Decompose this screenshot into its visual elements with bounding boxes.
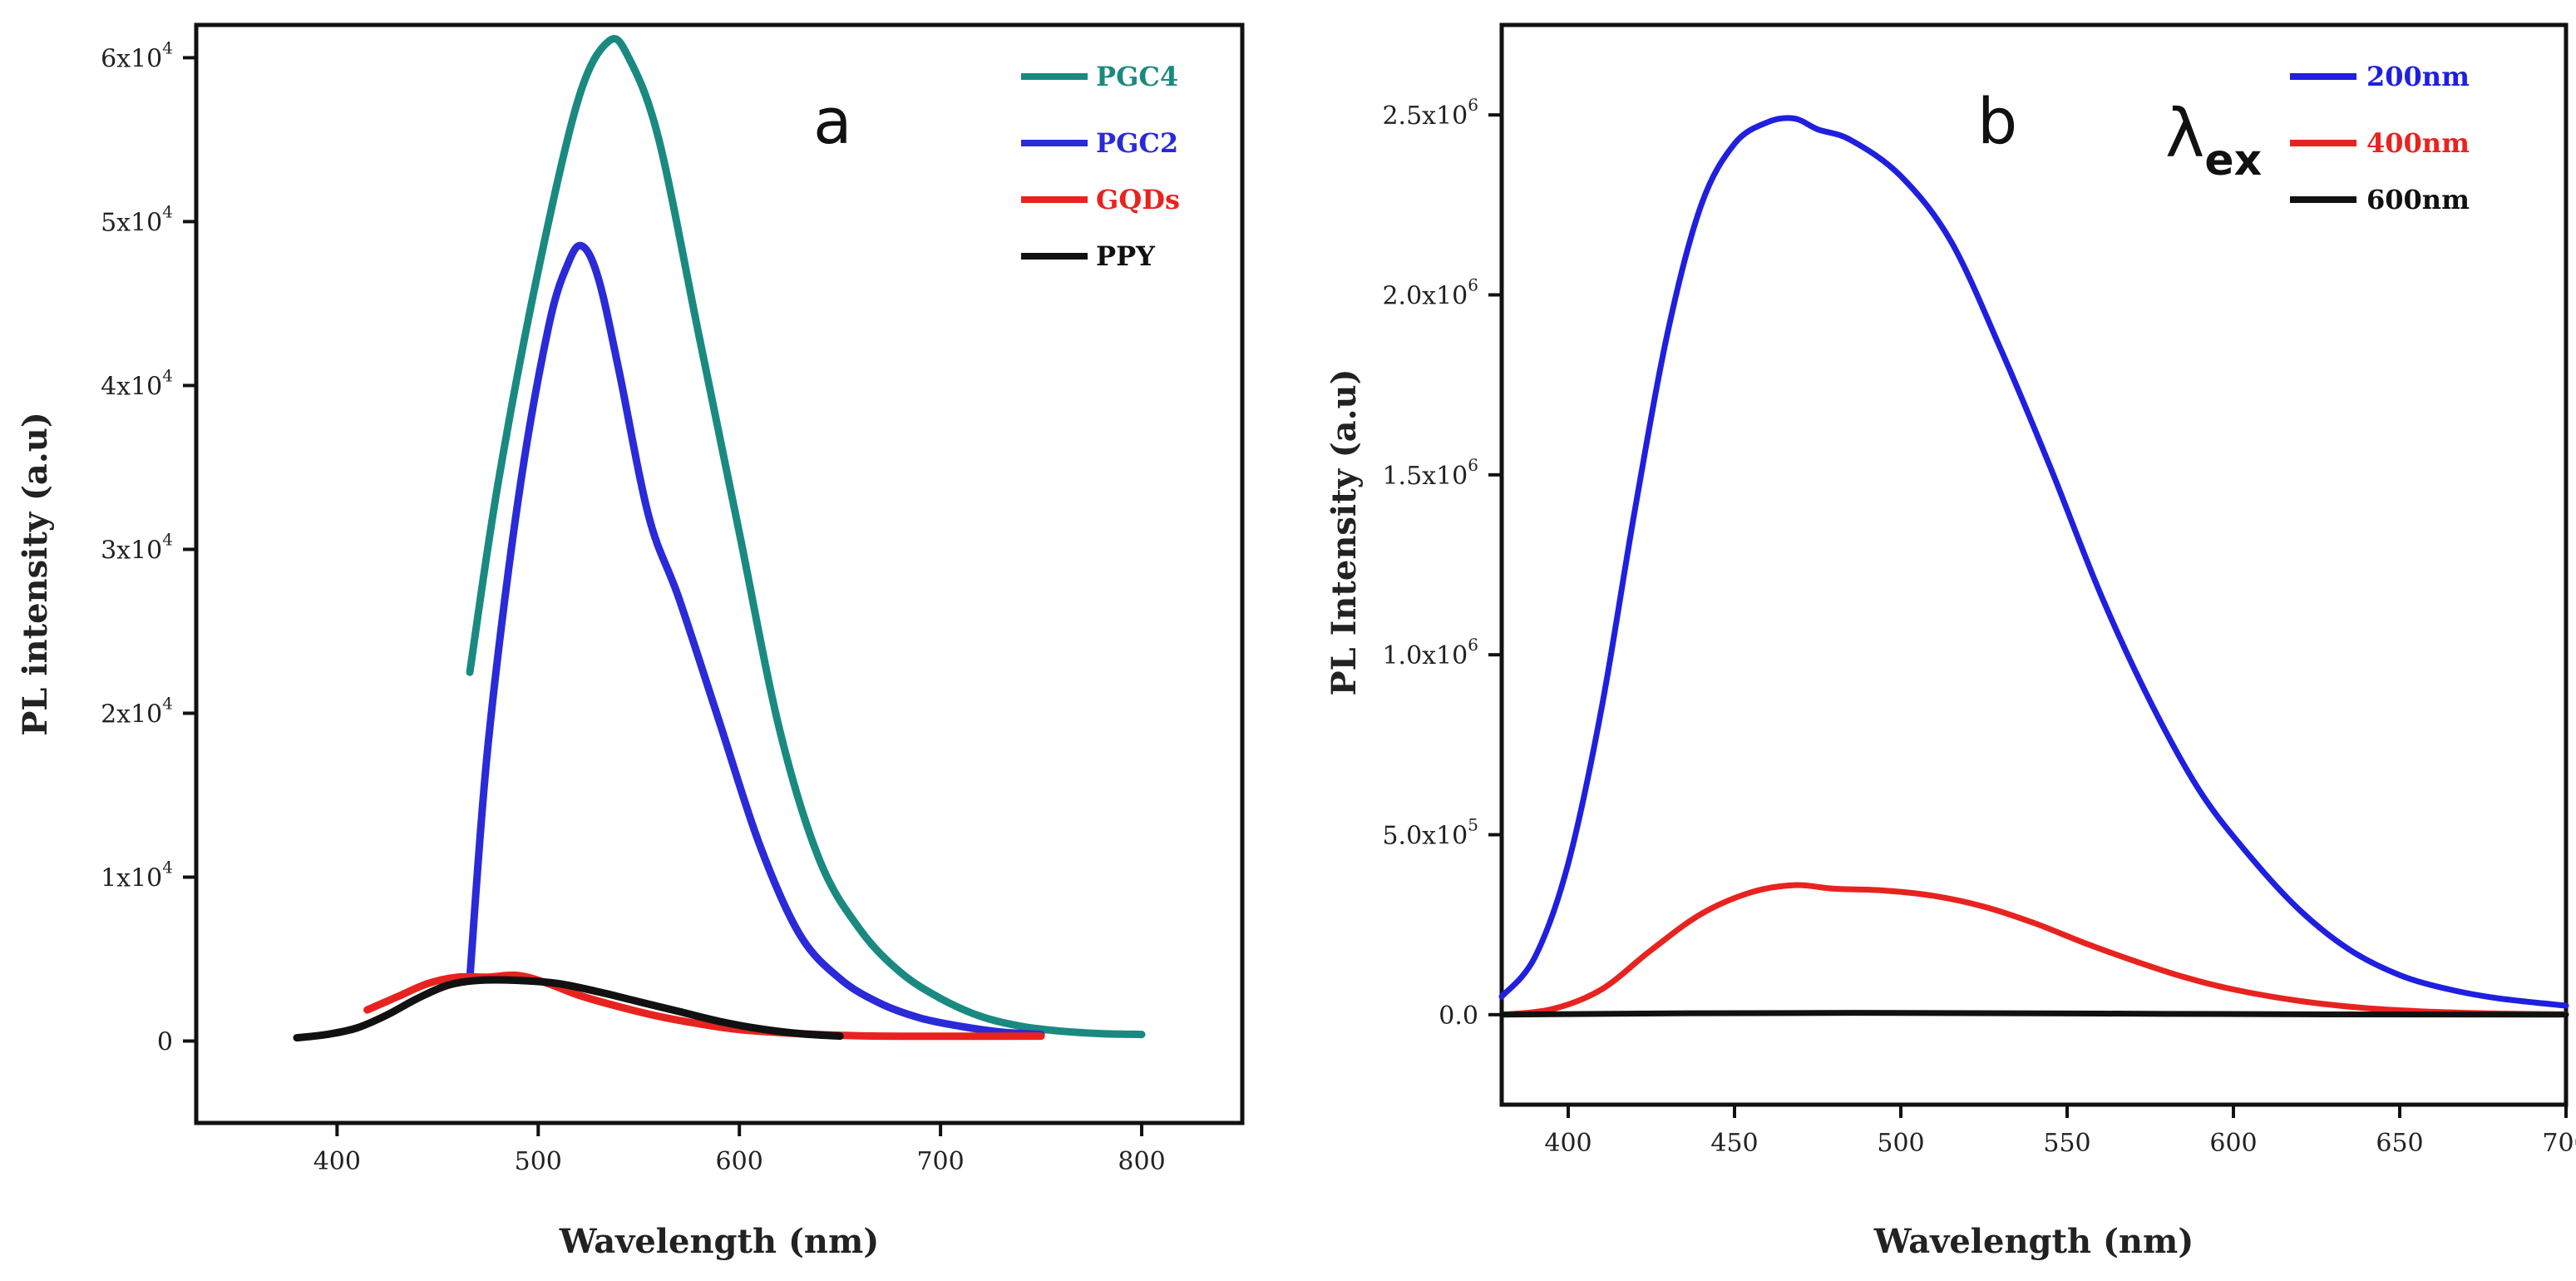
tick-marks-b	[1488, 113, 2568, 1118]
panel-a: 400 500 600 700 800 0 1x104 2x104 3x104 4x104 5x1…	[16, 22, 1245, 1261]
legend-label-200nm: 200nm	[2366, 61, 2470, 92]
lambda-symbol: λ	[2165, 95, 2204, 172]
series-line-600nm	[1498, 1010, 2569, 1018]
y-tick-label-a-10000: 1x104	[101, 857, 173, 893]
x-tick-label-a-700: 700	[916, 1147, 964, 1176]
series-line-pgc2	[466, 241, 1045, 1039]
legend-label-pgc4: PGC4	[1096, 61, 1178, 92]
y-tick-labels-a: 0 1x104 2x104 3x104 4x104 5x104 6x104	[101, 37, 173, 1056]
y-tick-labels-b: 0.0 5.0x105 1.0x106 1.5x106 2.0x106 2.5x106	[1382, 95, 1478, 1031]
x-tick-label-a-400: 400	[313, 1147, 361, 1176]
panel-letter-a: a	[813, 84, 852, 158]
y-tick-label-b-2500000: 2.5x106	[1382, 95, 1478, 131]
y-tick-label-a-40000: 4x104	[101, 365, 173, 401]
excitation-wavelength-label: λex	[2165, 95, 2262, 185]
series-line-200nm	[1498, 115, 2569, 1009]
legend-label-600nm: 600nm	[2366, 184, 2470, 215]
series-lines-a	[293, 35, 1146, 1042]
series-line-pgc4	[466, 35, 1146, 1039]
y-tick-label-a-60000: 6x104	[101, 37, 173, 73]
panel-letter-b: b	[1977, 84, 2017, 158]
y-tick-label-a-20000: 2x104	[101, 693, 173, 729]
series-line-400nm	[1498, 882, 2569, 1018]
y-tick-label-a-50000: 5x104	[101, 201, 173, 237]
series-line-ppy	[293, 976, 844, 1042]
x-tick-labels-a: 400 500 600 700 800	[313, 1147, 1166, 1176]
x-tick-label-a-600: 600	[716, 1147, 763, 1176]
y-axis-title-b: PL Intensity (a.u)	[1325, 368, 1364, 695]
y-tick-label-b-2000000: 2.0x106	[1382, 275, 1478, 311]
y-tick-label-b-0: 0.0	[1439, 1002, 1478, 1031]
legend-label-gqds: GQDs	[1096, 184, 1180, 215]
series-lines-b	[1498, 115, 2569, 1018]
x-axis-title-a: Wavelength (nm)	[559, 1222, 880, 1261]
x-tick-label-a-500: 500	[515, 1147, 562, 1176]
plot-frame-a	[194, 22, 1245, 1125]
y-tick-label-b-1500000: 1.5x106	[1382, 455, 1478, 491]
x-tick-label-b-650: 650	[2376, 1129, 2423, 1158]
x-tick-label-b-450: 450	[1710, 1129, 1758, 1158]
x-tick-label-b-700: 700	[2542, 1129, 2576, 1158]
y-axis-title-a: PL intensity (a.u)	[16, 412, 55, 736]
y-tick-label-a-30000: 3x104	[101, 529, 173, 565]
plot-frame-b	[1499, 22, 2569, 1107]
lambda-subscript: ex	[2204, 136, 2262, 185]
x-tick-labels-b: 400 450 500 550 600 650 700	[1544, 1129, 2576, 1158]
x-tick-label-b-500: 500	[1877, 1129, 1924, 1158]
tick-marks-a	[183, 56, 1144, 1136]
x-tick-label-b-600: 600	[2209, 1129, 2257, 1158]
legend-a: PGC4 PGC2 GQDs PPY	[1021, 61, 1180, 272]
legend-b: 200nm 400nm 600nm	[2290, 61, 2470, 215]
y-tick-label-b-1000000: 1.0x106	[1382, 635, 1478, 670]
x-axis-title-b: Wavelength (nm)	[1873, 1222, 2194, 1261]
y-tick-label-a-0: 0	[157, 1027, 173, 1056]
y-tick-label-b-500000: 5.0x105	[1382, 815, 1478, 851]
x-tick-label-b-400: 400	[1544, 1129, 1591, 1158]
legend-label-400nm: 400nm	[2366, 127, 2470, 159]
legend-label-pgc2: PGC2	[1096, 127, 1178, 159]
x-tick-label-a-800: 800	[1118, 1147, 1165, 1176]
legend-label-ppy: PPY	[1096, 240, 1156, 272]
panel-b: 400 450 500 550 600 650 700 0.0 5.0x105 1.0x106 1…	[1325, 22, 2576, 1261]
series-line-gqds	[363, 971, 1045, 1041]
x-tick-label-b-550: 550	[2043, 1129, 2090, 1158]
